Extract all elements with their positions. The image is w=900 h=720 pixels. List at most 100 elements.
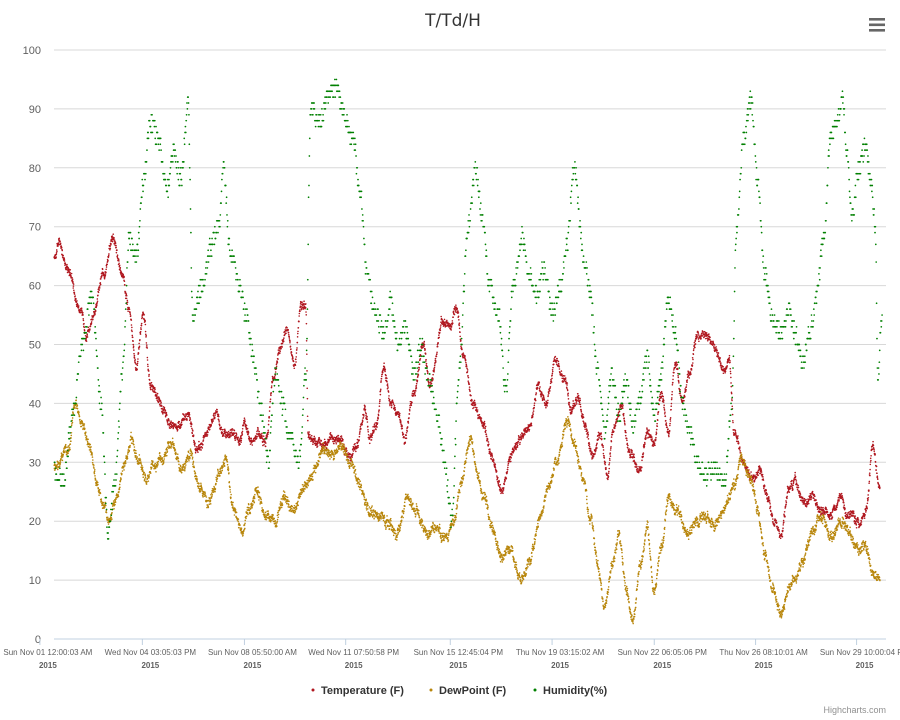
data-point <box>568 402 571 404</box>
x-tick-year: 2015 <box>449 661 467 670</box>
data-point <box>281 342 284 345</box>
data-point <box>407 420 410 423</box>
data-point <box>516 444 519 447</box>
data-point <box>509 458 511 461</box>
data-point <box>130 319 133 321</box>
data-point <box>482 424 484 427</box>
data-point <box>131 336 134 339</box>
data-point <box>836 504 839 506</box>
hamburger-menu-icon[interactable] <box>866 14 888 36</box>
x-tick-year: 2015 <box>244 661 262 670</box>
data-point <box>409 404 411 407</box>
data-point <box>494 463 497 466</box>
x-tick-label: Thu Nov 19 03:15:02 AM <box>516 648 605 657</box>
data-point <box>408 409 411 412</box>
data-point <box>592 455 595 458</box>
data-point <box>349 459 352 462</box>
data-point <box>378 402 381 405</box>
data-point <box>688 371 690 373</box>
data-point <box>545 406 547 409</box>
data-point <box>736 437 739 440</box>
data-point <box>192 434 195 437</box>
data-point <box>187 451 190 454</box>
data-point <box>129 446 131 448</box>
data-point <box>662 395 664 398</box>
data-point <box>297 327 300 329</box>
data-point <box>416 379 419 382</box>
data-point <box>83 427 86 430</box>
data-point <box>319 441 321 443</box>
data-point <box>462 352 465 354</box>
data-point <box>194 445 196 447</box>
data-point <box>794 471 796 474</box>
data-point <box>111 518 113 520</box>
data-point <box>85 340 88 342</box>
data-point <box>596 447 598 449</box>
data-point <box>533 404 536 407</box>
data-point <box>540 396 542 398</box>
data-point <box>89 448 92 451</box>
data-point <box>379 390 382 392</box>
y-tick-label: 100 <box>23 45 41 57</box>
data-point <box>724 370 727 373</box>
data-point <box>686 381 688 383</box>
data-point <box>115 244 117 247</box>
data-point <box>732 419 734 422</box>
data-point <box>633 456 636 459</box>
data-point <box>685 386 688 388</box>
data-point <box>380 380 382 382</box>
data-point <box>59 240 61 243</box>
data-point <box>598 434 601 437</box>
data-point <box>208 428 211 431</box>
data-point <box>456 307 459 310</box>
data-point <box>144 320 146 322</box>
data-point <box>700 332 703 335</box>
data-point <box>68 447 71 449</box>
data-point <box>455 306 458 309</box>
data-point <box>385 374 387 377</box>
data-point <box>72 287 75 289</box>
data-point <box>528 428 531 431</box>
data-point <box>67 452 69 454</box>
data-point <box>679 392 682 394</box>
data-point <box>567 392 570 395</box>
data-point <box>683 395 686 398</box>
data-point <box>58 465 61 468</box>
data-point <box>148 475 150 478</box>
data-point <box>670 402 673 405</box>
data-point <box>375 424 378 427</box>
data-point <box>274 371 277 373</box>
data-point <box>132 346 135 349</box>
data-point <box>865 511 867 513</box>
data-point <box>418 366 421 369</box>
data-point <box>507 466 509 469</box>
data-point <box>230 435 232 437</box>
data-point <box>116 254 119 256</box>
data-point <box>77 305 80 307</box>
data-point <box>190 421 192 423</box>
y-tick-label: 40 <box>29 398 41 410</box>
data-point <box>241 430 244 433</box>
data-point <box>565 380 567 382</box>
data-point <box>233 429 236 432</box>
data-point <box>226 435 229 437</box>
data-point <box>737 440 740 443</box>
data-point <box>434 361 437 364</box>
data-point <box>136 362 139 365</box>
data-point <box>671 397 673 399</box>
data-point <box>589 447 592 450</box>
data-point <box>243 422 246 425</box>
data-point <box>164 412 166 414</box>
data-point <box>426 372 429 375</box>
data-point <box>296 349 298 351</box>
data-point <box>538 387 541 390</box>
data-point <box>283 337 285 339</box>
data-point <box>584 428 586 431</box>
data-point <box>439 327 441 330</box>
data-point <box>194 451 197 454</box>
data-point <box>731 399 733 402</box>
data-point <box>560 370 563 372</box>
data-point <box>262 435 265 437</box>
data-point <box>331 435 334 438</box>
data-point <box>233 432 236 435</box>
